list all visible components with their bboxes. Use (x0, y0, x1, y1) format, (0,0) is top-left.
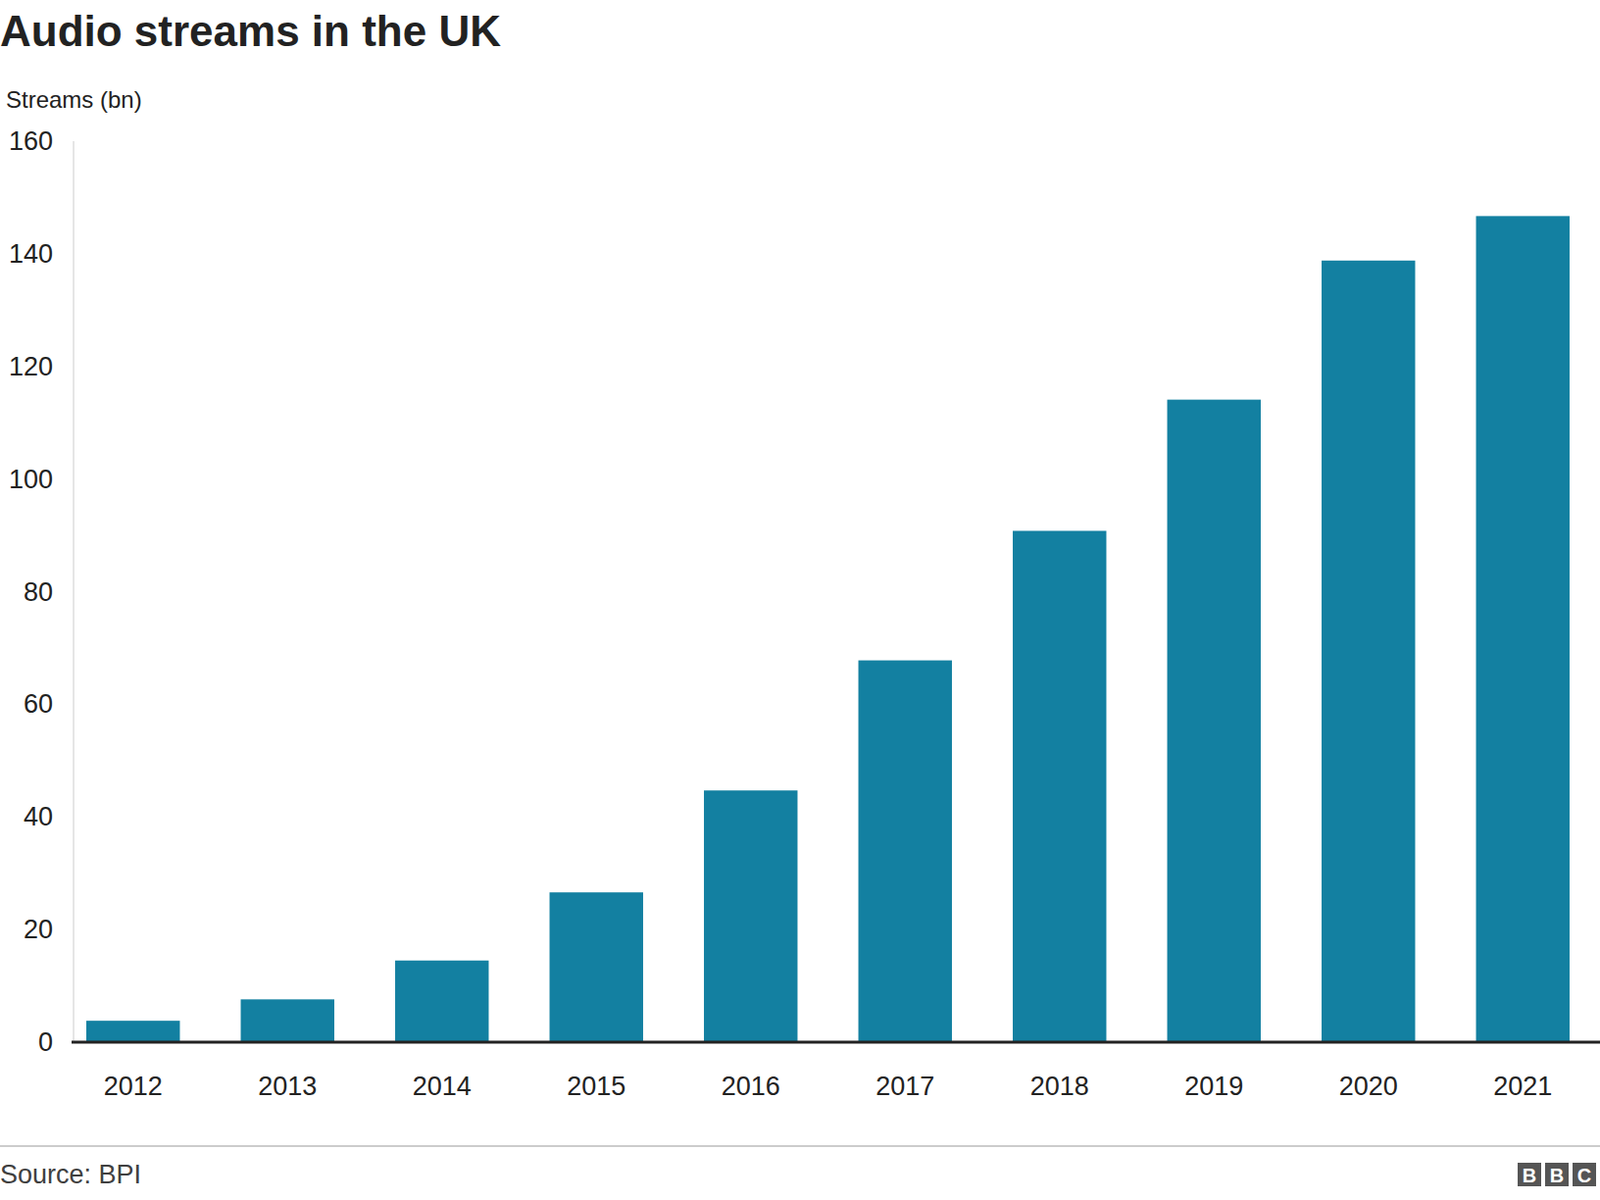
baseline (71, 1041, 1600, 1045)
bar (858, 660, 952, 1043)
bar (1476, 215, 1570, 1043)
y-tick-label: 20 (23, 914, 53, 945)
x-tick-label: 2020 (1339, 1071, 1399, 1101)
y-tick-label: 120 (8, 351, 53, 382)
logo-box (1572, 1162, 1597, 1187)
y-axis-line (73, 141, 75, 1043)
footer-rule (0, 1146, 1600, 1148)
y-tick-label: 100 (8, 464, 53, 495)
logo-letter: B (1522, 1164, 1537, 1187)
title: Audio streams in the UK (0, 6, 501, 55)
logo-letter: B (1550, 1164, 1564, 1187)
bars (86, 215, 1570, 1043)
x-tick-label: 2015 (566, 1071, 626, 1101)
y-tick-label: 40 (23, 801, 53, 832)
bar (1012, 530, 1106, 1043)
y-tick-label: 0 (38, 1027, 53, 1057)
x-tick-label: 2014 (412, 1071, 472, 1101)
y-tick-label: 80 (23, 577, 53, 607)
x-tick-label: 2012 (103, 1071, 163, 1101)
logo: BBC (1517, 1162, 1597, 1187)
x-tick-label: 2016 (721, 1071, 781, 1101)
logo-box (1517, 1162, 1542, 1187)
y-tick-label: 140 (8, 239, 53, 269)
logo-box (1545, 1162, 1569, 1187)
bar (395, 960, 489, 1043)
x-tick-label: 2017 (875, 1071, 935, 1101)
logo-letter: C (1577, 1164, 1592, 1187)
bar (86, 1020, 180, 1043)
bar (550, 892, 644, 1043)
x-tick-label: 2021 (1493, 1071, 1552, 1101)
y-tick-label: 160 (8, 126, 53, 156)
source: Source: BPI (0, 1159, 142, 1190)
x-tick-label: 2018 (1030, 1071, 1090, 1101)
bar (241, 999, 335, 1043)
bar (703, 790, 798, 1043)
bar (1167, 400, 1261, 1043)
chart: Audio streams in the UK Streams (bn) 0 20 40… (0, 0, 1600, 1200)
x-tick-label: 2013 (257, 1071, 317, 1101)
bar (1321, 260, 1415, 1043)
y-tick-label: 60 (23, 689, 53, 719)
x-tick-label: 2019 (1184, 1071, 1244, 1101)
y-axis-label: Streams (bn) (5, 86, 143, 113)
